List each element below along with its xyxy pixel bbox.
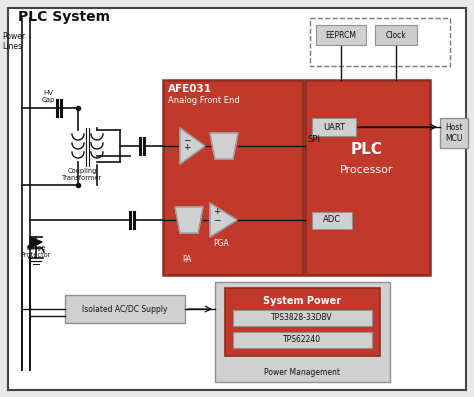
Text: AFE031: AFE031 (168, 84, 212, 94)
Bar (312, 118, 356, 136)
Text: TPS3828-33DBV: TPS3828-33DBV (271, 314, 333, 322)
Text: SPI: SPI (308, 135, 321, 145)
Text: PA: PA (182, 255, 191, 264)
Text: PLC System: PLC System (18, 10, 110, 24)
Polygon shape (30, 237, 42, 248)
Text: Clock: Clock (386, 31, 406, 39)
Bar (310, 18, 450, 66)
Polygon shape (210, 203, 237, 237)
Polygon shape (175, 207, 203, 233)
Bar (375, 25, 417, 45)
Bar (225, 288, 380, 356)
Text: Power Management: Power Management (264, 368, 340, 377)
Text: Analog Front End: Analog Front End (168, 96, 240, 105)
Bar (163, 80, 303, 275)
Text: Isolated AC/DC Supply: Isolated AC/DC Supply (82, 304, 168, 314)
Text: PGA: PGA (213, 239, 229, 248)
Polygon shape (180, 128, 205, 164)
Text: Processor: Processor (340, 165, 394, 175)
Text: Coupling
Transformer: Coupling Transformer (62, 168, 102, 181)
Bar (233, 310, 372, 326)
Text: PLC: PLC (351, 143, 383, 158)
Bar (305, 80, 430, 275)
Bar (440, 118, 468, 148)
Bar (233, 332, 372, 348)
Text: UART: UART (323, 123, 345, 131)
Bar (312, 212, 352, 229)
Text: System Power: System Power (263, 296, 341, 306)
Text: −: − (183, 135, 191, 145)
Text: +: + (183, 143, 191, 152)
Text: ADC: ADC (323, 216, 341, 224)
Polygon shape (210, 133, 238, 159)
Text: Surge
Protector: Surge Protector (21, 245, 51, 258)
Text: TPS62240: TPS62240 (283, 335, 321, 345)
Text: Power
Lines: Power Lines (2, 32, 25, 51)
Text: HV
Cap: HV Cap (41, 90, 55, 103)
Bar (215, 282, 390, 382)
Text: EEPRCM: EEPRCM (326, 31, 356, 39)
Text: −: − (213, 216, 220, 224)
Bar (65, 295, 185, 323)
Text: Host
MCU: Host MCU (445, 123, 463, 143)
Bar (316, 25, 366, 45)
Text: +: + (213, 208, 220, 216)
